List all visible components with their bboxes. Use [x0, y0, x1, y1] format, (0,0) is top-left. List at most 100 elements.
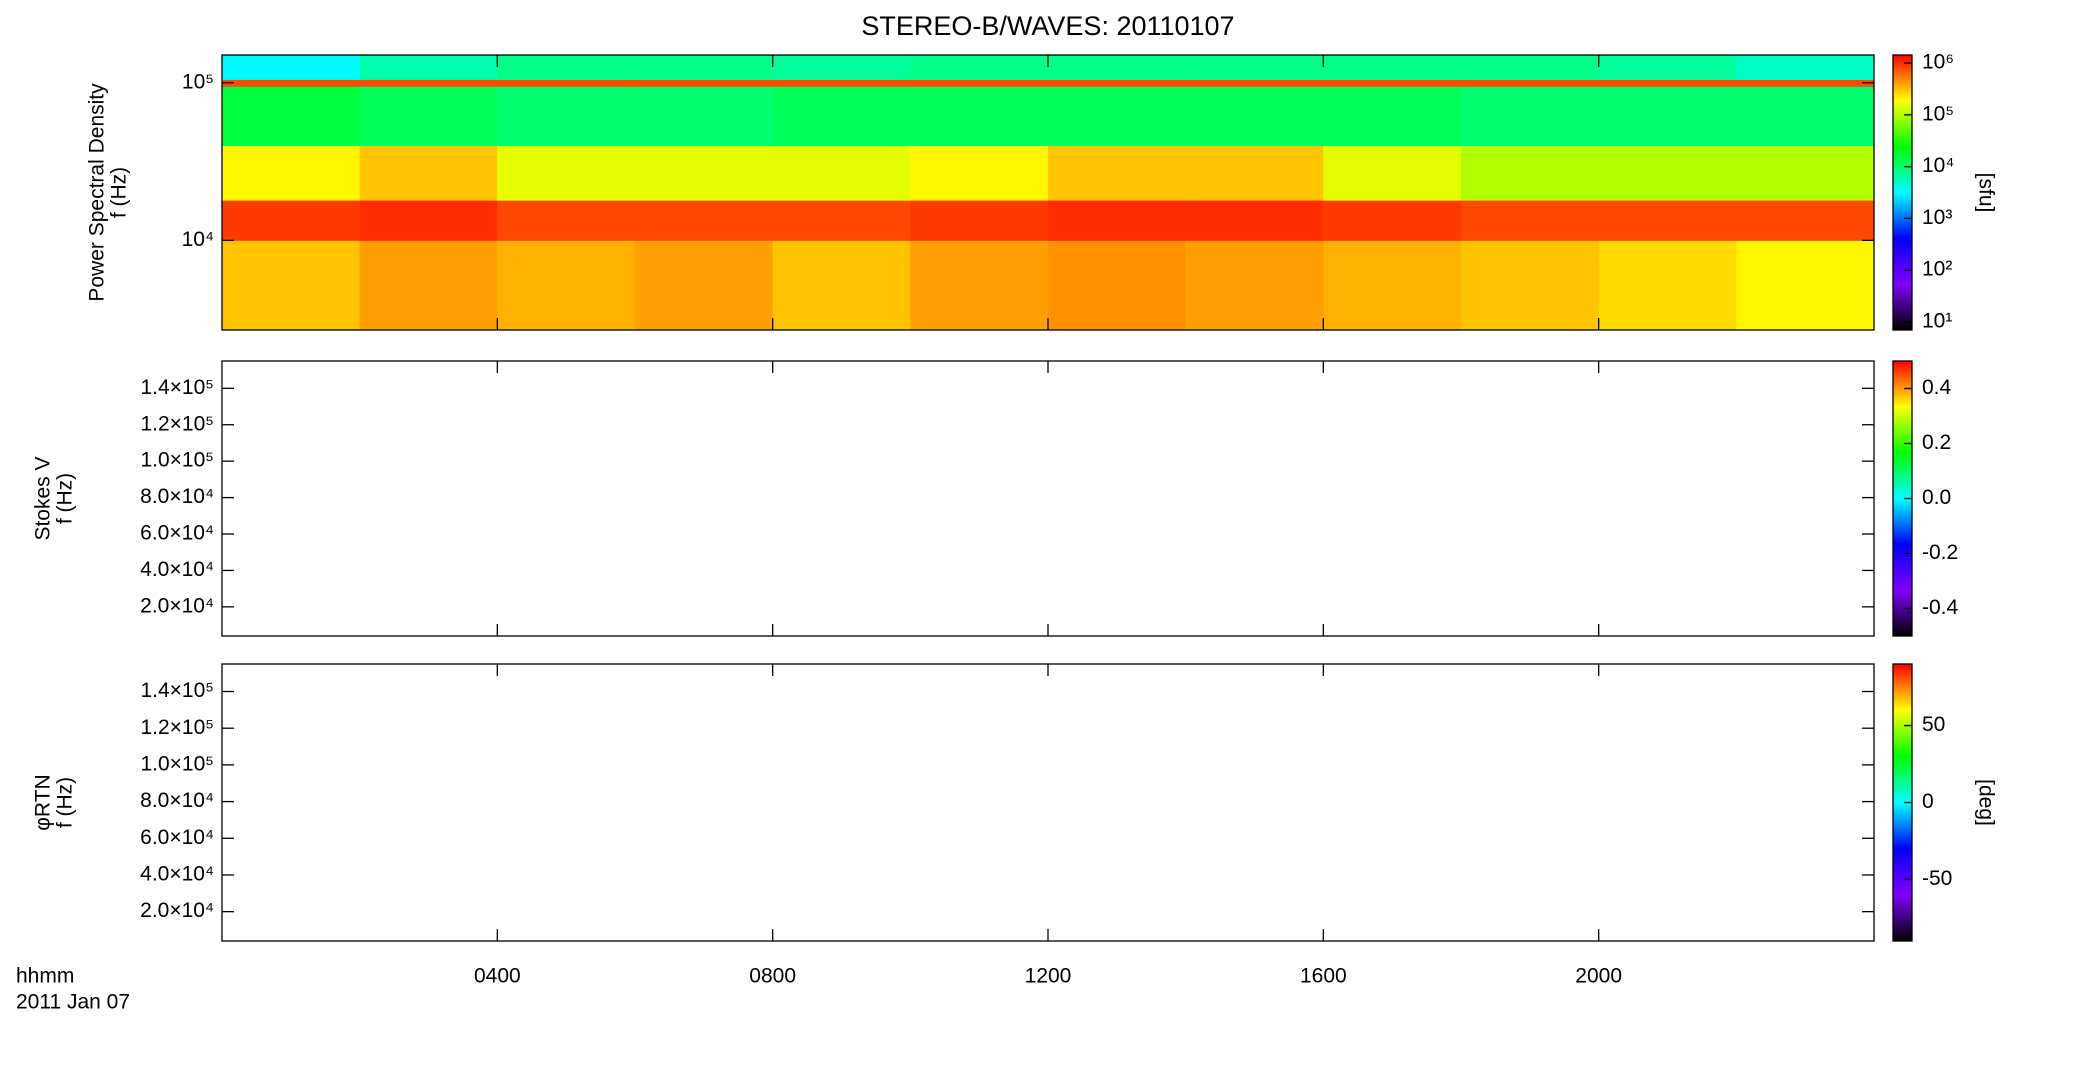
heatmap-cell: [1598, 86, 1737, 146]
heatmap-cell: [1323, 55, 1462, 80]
heatmap-cell: [1598, 200, 1737, 241]
y-axis-label: f (Hz): [54, 777, 77, 828]
heatmap-cell: [1048, 55, 1187, 80]
heatmap-cell: [1461, 86, 1600, 146]
y-tick-label: 8.0×10⁴: [140, 789, 214, 812]
colorbar-frame: [1892, 54, 1913, 331]
heatmap-cell: [1598, 79, 1737, 87]
plot-frame: [221, 663, 1875, 942]
x-axis-label: hhmm: [16, 965, 74, 988]
heatmap-cell: [1598, 145, 1737, 201]
heatmap-cell: [359, 200, 498, 241]
heatmap-cell: [1461, 55, 1600, 80]
y-tick-label: 8.0×10⁴: [140, 485, 214, 508]
heatmap-cell: [1461, 200, 1600, 241]
heatmap-cell: [1048, 79, 1187, 87]
heatmap-cell: [1598, 55, 1737, 80]
heatmap-cell: [1323, 145, 1462, 201]
heatmap-cell: [222, 240, 361, 331]
y-tick-label: 10⁵: [182, 70, 214, 93]
heatmap-cell: [772, 145, 911, 201]
heatmap-cell: [1185, 79, 1324, 87]
colorbar-tick-label: -0.2: [1922, 541, 1958, 564]
heatmap-cell: [222, 145, 361, 201]
x-tick-label: 0400: [474, 965, 521, 988]
colorbar-tick-label: 0.2: [1922, 431, 1951, 454]
heatmap-cell: [1185, 240, 1324, 331]
heatmap-cell: [1185, 86, 1324, 146]
y-tick-label: 6.0×10⁴: [140, 522, 214, 545]
y-tick-label: 4.0×10⁴: [140, 558, 214, 581]
heatmap-cell: [1048, 145, 1187, 201]
colorbar-label: [deg]: [1974, 779, 1997, 826]
y-axis-label: f (Hz): [54, 473, 77, 524]
colorbar-tick-label: 50: [1922, 713, 1945, 736]
heatmap-cell: [635, 79, 774, 87]
heatmap-cell: [635, 145, 774, 201]
colorbar: [1893, 361, 1912, 636]
colorbar-tick-label: 10⁴: [1922, 154, 1954, 177]
heatmap-cell: [497, 145, 636, 201]
heatmap-cell: [359, 79, 498, 87]
heatmap-cell: [497, 200, 636, 241]
heatmap-cell: [222, 79, 361, 87]
x-tick-label: 1200: [1025, 965, 1072, 988]
heatmap-cell: [1185, 145, 1324, 201]
colorbar-tick-label: 10²: [1922, 258, 1952, 281]
heatmap-cell: [497, 79, 636, 87]
heatmap-cell: [1736, 55, 1875, 80]
y-axis-label: f (Hz): [108, 167, 131, 218]
y-tick-label: 4.0×10⁴: [140, 863, 214, 886]
heatmap-cell: [1461, 145, 1600, 201]
heatmap-cell: [1736, 86, 1875, 146]
heatmap-cell: [1736, 145, 1875, 201]
y-tick-label: 1.0×10⁵: [140, 449, 214, 472]
heatmap-cell: [1736, 240, 1875, 331]
heatmap-cell: [359, 55, 498, 80]
colorbar-tick-label: 10⁵: [1922, 102, 1954, 125]
heatmap-cell: [1048, 240, 1187, 331]
y-tick-label: 6.0×10⁴: [140, 826, 214, 849]
heatmap-cell: [1461, 240, 1600, 331]
y-axis-label: φRTN: [32, 774, 55, 830]
heatmap-cell: [910, 240, 1049, 331]
y-tick-label: 1.2×10⁵: [140, 412, 214, 435]
heatmap-cell: [772, 79, 911, 87]
heatmap-cell: [359, 145, 498, 201]
heatmap-cell: [1323, 79, 1462, 87]
y-tick-label: 1.4×10⁵: [140, 376, 214, 399]
heatmap-cell: [1323, 200, 1462, 241]
y-tick-label: 2.0×10⁴: [140, 899, 214, 922]
y-tick-label: 10⁴: [182, 228, 214, 251]
y-tick-label: 1.4×10⁵: [140, 679, 214, 702]
heatmap-cell: [635, 55, 774, 80]
heatmap-cell: [910, 200, 1049, 241]
heatmap-cell: [772, 55, 911, 80]
heatmap-cell: [1461, 79, 1600, 87]
x-axis-label: 2011 Jan 07: [16, 991, 130, 1014]
heatmap-cell: [1736, 79, 1875, 87]
colorbar: [1893, 664, 1912, 941]
heatmap-cell: [359, 86, 498, 146]
chart-title: STEREO-B/WAVES: 20110107: [861, 11, 1234, 41]
heatmap-cell: [222, 55, 361, 80]
heatmap-cell: [772, 240, 911, 331]
colorbar: [1893, 55, 1912, 330]
heatmap-cell: [497, 55, 636, 80]
heatmap-cell: [635, 240, 774, 331]
colorbar-tick-label: 10⁶: [1922, 51, 1954, 74]
heatmap-cell: [497, 240, 636, 331]
x-tick-label: 1600: [1300, 965, 1347, 988]
heatmap-cell: [910, 145, 1049, 201]
heatmap-cell: [1598, 240, 1737, 331]
y-tick-label: 1.2×10⁵: [140, 716, 214, 739]
colorbar-tick-label: 0.4: [1922, 376, 1952, 399]
heatmap-cell: [1185, 55, 1324, 80]
x-tick-label: 0800: [749, 965, 796, 988]
heatmap-cell: [222, 200, 361, 241]
colorbar-tick-label: 0: [1922, 790, 1934, 813]
heatmap-cell: [635, 200, 774, 241]
heatmap-cell: [910, 55, 1049, 80]
